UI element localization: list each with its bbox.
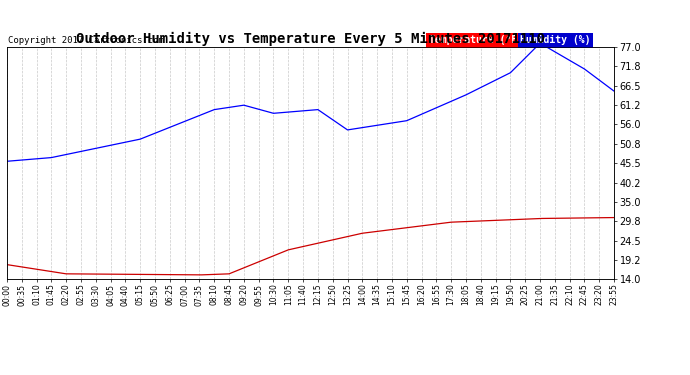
- Text: Humidity (%): Humidity (%): [520, 35, 591, 45]
- Text: Temperature (°F): Temperature (°F): [429, 35, 523, 45]
- Title: Outdoor Humidity vs Temperature Every 5 Minutes 20171110: Outdoor Humidity vs Temperature Every 5 …: [76, 32, 545, 46]
- Text: Copyright 2017 Cartronics.com: Copyright 2017 Cartronics.com: [8, 36, 164, 45]
